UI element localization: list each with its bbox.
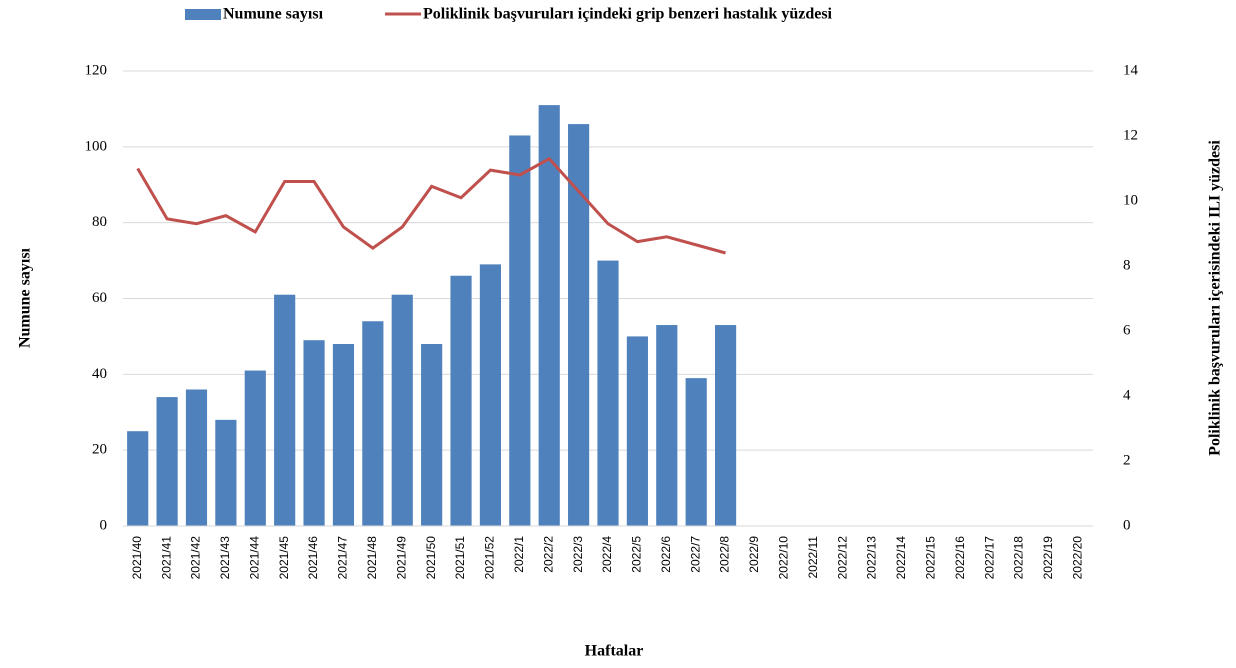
legend-label: Poliklinik başvuruları içindeki grip ben… xyxy=(423,6,833,23)
x-tick-label: 2021/44 xyxy=(247,536,261,580)
x-tick-label: 2022/14 xyxy=(894,536,908,580)
x-tick-label: 2021/52 xyxy=(483,536,497,580)
bar xyxy=(656,325,678,526)
x-tick-label: 2022/2 xyxy=(541,536,555,573)
x-tick-label: 2022/20 xyxy=(1070,536,1084,580)
x-tick-label: 2022/4 xyxy=(600,536,614,573)
x-axis-title: Haftalar xyxy=(585,643,644,660)
y2-tick-label: 14 xyxy=(1123,62,1139,78)
y-tick-label: 80 xyxy=(92,214,107,230)
line xyxy=(136,156,726,255)
x-tick-label: 2022/7 xyxy=(688,536,702,573)
x-tick-label: 2022/10 xyxy=(777,536,791,580)
x-tick-label: 2021/45 xyxy=(277,536,291,580)
x-tick-label: 2021/46 xyxy=(306,536,320,580)
legend-label: Numune sayısı xyxy=(223,6,324,23)
y-tick-label: 20 xyxy=(92,442,107,458)
legend-swatch xyxy=(185,9,221,20)
y2-tick-label: 12 xyxy=(1123,127,1138,143)
x-tick-label: 2021/51 xyxy=(453,536,467,580)
y2-tick-label: 4 xyxy=(1123,387,1131,403)
x-tick-label: 2021/47 xyxy=(336,536,350,580)
bar xyxy=(685,378,707,526)
y-tick-label: 120 xyxy=(85,62,108,78)
y2-tick-label: 0 xyxy=(1123,517,1131,533)
y2-tick-label: 8 xyxy=(1123,257,1131,273)
x-tick-label: 2022/11 xyxy=(806,536,820,579)
y-tick-label: 100 xyxy=(85,138,108,154)
x-tick-label: 2022/13 xyxy=(865,536,879,580)
x-tick-label: 2021/49 xyxy=(394,536,408,580)
x-tick-label: 2022/16 xyxy=(953,536,967,580)
y-tick-label: 60 xyxy=(92,290,107,306)
bar xyxy=(597,260,619,526)
x-tick-label: 2022/9 xyxy=(747,536,761,573)
x-tick-label: 2021/42 xyxy=(189,536,203,580)
bar xyxy=(538,105,560,526)
bar xyxy=(127,431,149,526)
bar xyxy=(714,325,737,526)
x-tick-label: 2022/8 xyxy=(718,536,732,573)
y2-tick-label: 10 xyxy=(1123,192,1138,208)
x-tick-label: 2021/43 xyxy=(218,536,232,580)
y2-tick-label: 6 xyxy=(1123,322,1131,338)
y-tick-label: 0 xyxy=(100,517,108,533)
bar xyxy=(244,370,266,526)
bar xyxy=(479,264,502,526)
x-tick-label: 2021/48 xyxy=(365,536,379,580)
y2-tick-label: 2 xyxy=(1123,452,1131,468)
x-tick-label: 2022/17 xyxy=(982,536,996,580)
bar xyxy=(450,275,472,526)
bar xyxy=(626,336,648,526)
bar xyxy=(185,389,208,526)
y-tick-label: 40 xyxy=(92,366,107,382)
x-tick-label: 2022/6 xyxy=(659,536,673,573)
bar xyxy=(215,419,237,526)
y-axis-title: Numune sayısı xyxy=(17,247,34,348)
bar xyxy=(156,397,178,526)
x-tick-label: 2022/5 xyxy=(630,536,644,573)
x-tick-label: 2022/18 xyxy=(1012,536,1026,580)
bar xyxy=(509,135,531,527)
bar xyxy=(332,344,355,526)
y2-axis-title: Poliklinik başvuruları içerisindeki ILI … xyxy=(1207,140,1224,456)
bar xyxy=(362,321,384,526)
x-tick-label: 2021/41 xyxy=(159,536,173,580)
x-tick-label: 2022/12 xyxy=(835,536,849,580)
bar xyxy=(568,124,590,526)
bar xyxy=(303,340,325,526)
bar xyxy=(274,294,296,526)
x-tick-label: 2021/50 xyxy=(424,536,438,580)
bar xyxy=(421,344,443,526)
x-tick-label: 2021/40 xyxy=(130,536,144,580)
bar xyxy=(391,294,413,526)
x-tick-label: 2022/15 xyxy=(924,536,938,580)
x-tick-label: 2022/19 xyxy=(1041,536,1055,580)
x-tick-label: 2022/3 xyxy=(571,536,585,573)
x-tick-label: 2022/1 xyxy=(512,536,526,573)
